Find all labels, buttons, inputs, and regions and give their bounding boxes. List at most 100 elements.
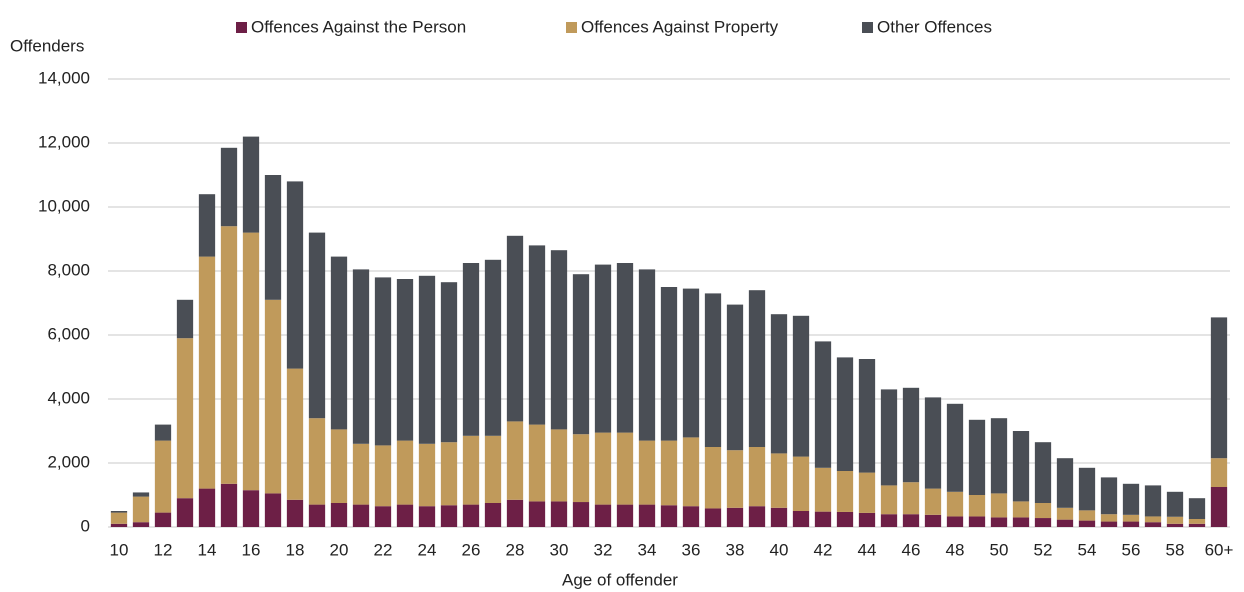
legend-label: Offences Against the Person (251, 17, 466, 36)
bar-segment (946, 516, 964, 527)
bar-segment (770, 453, 788, 508)
bar-segment (462, 263, 480, 436)
bar-segment (1034, 503, 1052, 519)
legend-swatch (862, 22, 873, 33)
bar-segment (352, 443, 370, 505)
bar-segment (1056, 458, 1074, 508)
x-tick-label: 52 (1034, 540, 1053, 559)
bar-segment (880, 389, 898, 486)
x-tick-label: 10 (110, 540, 129, 559)
x-tick-label: 54 (1078, 540, 1097, 559)
bar-segment (132, 492, 150, 497)
bar-segment (1188, 498, 1206, 519)
bar-segment (1166, 523, 1184, 527)
y-tick-label: 6,000 (47, 324, 90, 343)
bar-segment (528, 424, 546, 502)
bar-segment (924, 488, 942, 515)
x-tick-label: 38 (726, 540, 745, 559)
bar-segment (902, 482, 920, 515)
bar-segment (704, 293, 722, 447)
bar-segment (748, 506, 766, 527)
legend-swatch (566, 22, 577, 33)
bar-segment (990, 517, 1008, 527)
bar-segment (374, 445, 392, 507)
bar-segment (880, 514, 898, 527)
x-tick-label: 26 (462, 540, 481, 559)
bar-segment (660, 505, 678, 527)
bar-segment (550, 250, 568, 430)
bar-segment (484, 503, 502, 527)
bar-segment (154, 424, 172, 441)
bar-segment (396, 279, 414, 441)
bar-segment (836, 471, 854, 512)
bar-segment (220, 483, 238, 527)
bar-segment (902, 387, 920, 483)
y-tick-label: 0 (81, 516, 90, 535)
bar-segment (1144, 516, 1162, 523)
bar-segment (506, 421, 524, 500)
bar-segment (176, 338, 194, 499)
x-tick-label: 50 (990, 540, 1009, 559)
bar-segment (902, 514, 920, 527)
bar-segment (836, 357, 854, 471)
bar-segment (1144, 522, 1162, 527)
bar-segment (990, 418, 1008, 494)
bar-segment (594, 432, 612, 505)
bar-segment (616, 504, 634, 527)
bar-segment (1012, 431, 1030, 502)
bar-segment (968, 516, 986, 527)
bar-segment (1188, 519, 1206, 524)
bar-segment (1210, 458, 1228, 487)
bar-segment (770, 507, 788, 527)
bar-segment (968, 419, 986, 495)
y-tick-label: 4,000 (47, 388, 90, 407)
x-tick-label: 44 (858, 540, 877, 559)
bar-segment (308, 504, 326, 527)
bar-segment (638, 504, 656, 527)
bar-segment (396, 440, 414, 505)
bar-segment (1100, 521, 1118, 527)
bar-segment (308, 232, 326, 419)
bar-segment (396, 504, 414, 527)
bar-segment (1166, 491, 1184, 517)
bar-segment (484, 435, 502, 503)
bar-segment (110, 512, 128, 524)
bar-segment (968, 495, 986, 517)
bar-segment (154, 440, 172, 513)
bar-segment (1034, 518, 1052, 527)
bar-segment (330, 256, 348, 430)
bar-segment (946, 491, 964, 517)
bar-segment (418, 275, 436, 444)
bar-segment (1078, 467, 1096, 511)
bar-segment (946, 403, 964, 492)
bar-segment (1100, 514, 1118, 522)
bar-segment (462, 504, 480, 527)
bar-segment (1100, 477, 1118, 515)
bar-segment (638, 269, 656, 441)
bar-segment (748, 290, 766, 447)
bar-segment (792, 315, 810, 457)
bar-segment (286, 181, 304, 369)
bar-segment (924, 397, 942, 489)
bar-segment (198, 194, 216, 257)
bar-segment (330, 429, 348, 503)
bar-segment (1056, 519, 1074, 527)
bar-segment (726, 304, 744, 451)
bar-segment (506, 499, 524, 527)
bar-segment (418, 506, 436, 527)
bar-segment (814, 341, 832, 468)
bar-segment (1122, 483, 1140, 515)
bar-segment (110, 511, 128, 513)
bar-segment (198, 256, 216, 489)
x-tick-label: 58 (1166, 540, 1185, 559)
bar-segment (836, 511, 854, 527)
bar-segment (440, 282, 458, 443)
bar-segment (1188, 523, 1206, 527)
x-tick-label: 40 (770, 540, 789, 559)
bar-segment (550, 501, 568, 527)
bar-segment (924, 514, 942, 527)
bar-segment (242, 490, 260, 527)
bar-segment (660, 287, 678, 441)
bar-segment (880, 485, 898, 515)
